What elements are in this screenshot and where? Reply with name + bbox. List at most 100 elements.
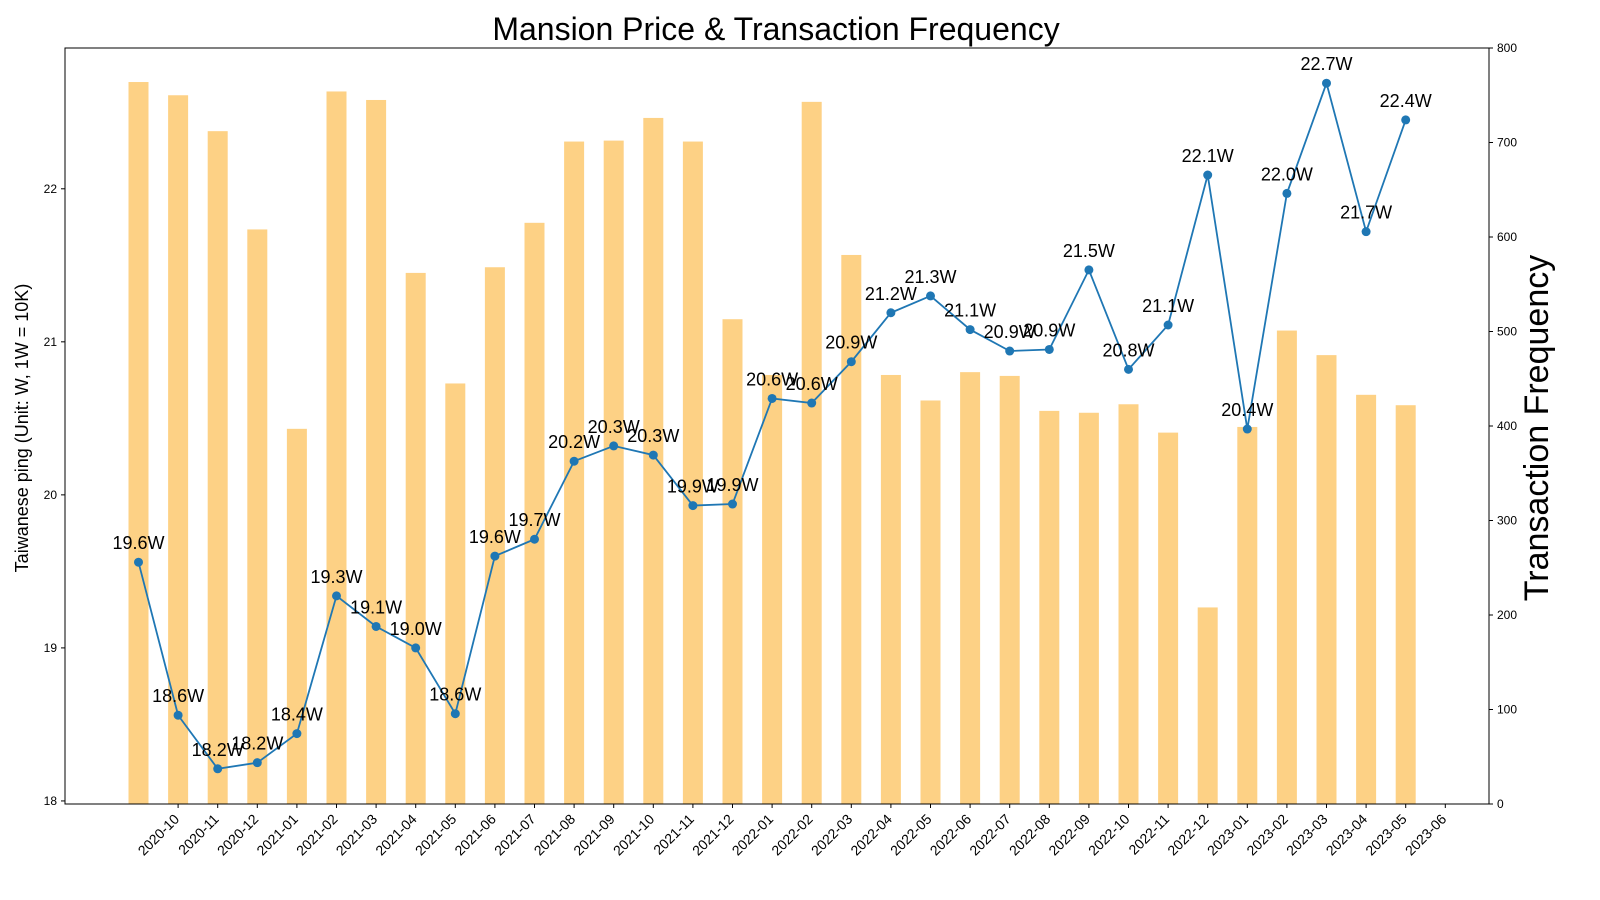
price-label-3: 18.2W [231, 734, 283, 754]
bar-19 [880, 374, 901, 804]
price-point-25 [1124, 364, 1133, 374]
x-tick-label: 2023-03 [1283, 811, 1331, 859]
price-point-9 [490, 551, 500, 561]
x-tick-label: 2021-04 [372, 811, 420, 859]
x-tick-label: 2022-12 [1164, 811, 1212, 859]
price-label-13: 20.3W [627, 426, 679, 446]
price-point-30 [1322, 78, 1331, 88]
bar-series [128, 82, 1416, 805]
chart-title: Mansion Price & Transaction Frequency [492, 11, 1059, 47]
price-label-30: 22.7W [1300, 54, 1352, 74]
bar-0 [128, 82, 149, 804]
bar-32 [1395, 405, 1416, 804]
bar-22 [999, 375, 1020, 804]
price-label-29: 22.0W [1261, 164, 1313, 184]
price-label-4: 18.4W [271, 705, 323, 725]
price-point-1 [173, 710, 183, 720]
y-right-tick-label: 800 [1497, 41, 1517, 55]
y-axis-right-label: Transaction Frequency [1518, 255, 1556, 601]
y-axis-left-label: Taiwanese ping (Unit: W, 1W = 10K) [12, 284, 32, 573]
x-tick-label: 2022-10 [1085, 811, 1133, 859]
x-tick-label: 2021-10 [610, 811, 658, 859]
price-point-13 [648, 450, 658, 460]
y-left-tick-label: 21 [44, 335, 58, 349]
bar-16 [762, 374, 783, 804]
bar-18 [841, 254, 862, 804]
price-label-12: 20.3W [588, 417, 640, 437]
x-tick-label: 2022-11 [1125, 811, 1172, 858]
bar-13 [643, 117, 664, 805]
x-tick-label: 2023-05 [1362, 811, 1410, 859]
price-point-17 [807, 398, 817, 408]
price-label-10: 19.7W [508, 510, 560, 530]
price-label-25: 20.8W [1102, 340, 1154, 360]
price-point-26 [1163, 320, 1173, 330]
price-point-19 [886, 308, 896, 318]
price-label-22: 20.9W [984, 322, 1036, 342]
price-label-27: 22.1W [1182, 146, 1234, 166]
x-tick-label: 2021-09 [570, 811, 618, 859]
price-point-12 [609, 441, 619, 451]
x-tick-label: 2023-04 [1323, 811, 1371, 859]
bar-30 [1316, 355, 1337, 804]
price-label-20: 21.3W [904, 267, 956, 287]
price-label-32: 22.4W [1380, 91, 1432, 111]
y-left-tick-label: 18 [44, 794, 58, 808]
x-tick-label: 2022-09 [1045, 811, 1093, 859]
price-point-18 [846, 357, 856, 367]
x-tick-label: 2020-12 [214, 811, 262, 859]
price-label-11: 20.2W [548, 432, 600, 452]
price-label-8: 18.6W [429, 685, 481, 705]
price-label-19: 21.2W [865, 284, 917, 304]
x-tick-label: 2022-05 [887, 811, 935, 859]
price-point-8 [450, 709, 460, 719]
y-right-tick-label: 100 [1497, 703, 1517, 717]
bar-8 [445, 383, 466, 804]
bar-1 [168, 95, 189, 804]
x-tick-label: 2023-06 [1402, 811, 1450, 859]
x-tick-label: 2022-02 [768, 811, 816, 859]
price-point-29 [1282, 188, 1292, 198]
price-label-31: 21.7W [1340, 203, 1392, 223]
x-tick-label: 2021-11 [650, 811, 697, 858]
x-tick-label: 2022-07 [966, 811, 1014, 859]
price-point-16 [767, 393, 777, 403]
bar-12 [603, 140, 624, 805]
bar-5 [326, 91, 347, 805]
bar-28 [1237, 426, 1258, 804]
x-tick-label: 2021-07 [491, 811, 539, 859]
price-point-4 [292, 729, 302, 739]
bar-10 [524, 222, 545, 804]
price-point-11 [569, 456, 579, 466]
price-label-6: 19.1W [350, 597, 402, 617]
price-point-2 [213, 764, 223, 774]
price-point-31 [1361, 227, 1371, 237]
bar-20 [920, 400, 941, 804]
bar-23 [1039, 410, 1060, 804]
price-point-10 [530, 534, 539, 544]
price-label-23: 20.9W [1023, 320, 1075, 340]
y-right-tick-label: 400 [1497, 419, 1517, 433]
price-label-26: 21.1W [1142, 296, 1194, 316]
price-point-0 [134, 557, 143, 567]
bar-11 [564, 141, 585, 804]
x-tick-label: 2023-01 [1204, 811, 1252, 859]
price-point-14 [688, 501, 698, 511]
bar-25 [1118, 404, 1139, 804]
x-tick-label: 2020-10 [135, 811, 183, 859]
bar-14 [682, 141, 703, 804]
y-right-tick-label: 700 [1497, 136, 1517, 150]
price-label-9: 19.6W [469, 527, 521, 547]
price-label-7: 19.0W [390, 619, 442, 639]
y-right-tick-label: 200 [1497, 608, 1517, 622]
x-tick-label: 2023-02 [1243, 811, 1291, 859]
price-point-7 [411, 643, 421, 653]
price-point-22 [1005, 346, 1015, 356]
bar-7 [405, 272, 426, 804]
price-label-5: 19.3W [310, 567, 362, 587]
x-tick-label: 2021-02 [293, 811, 341, 859]
price-point-6 [371, 621, 381, 631]
price-label-21: 21.1W [944, 301, 996, 321]
